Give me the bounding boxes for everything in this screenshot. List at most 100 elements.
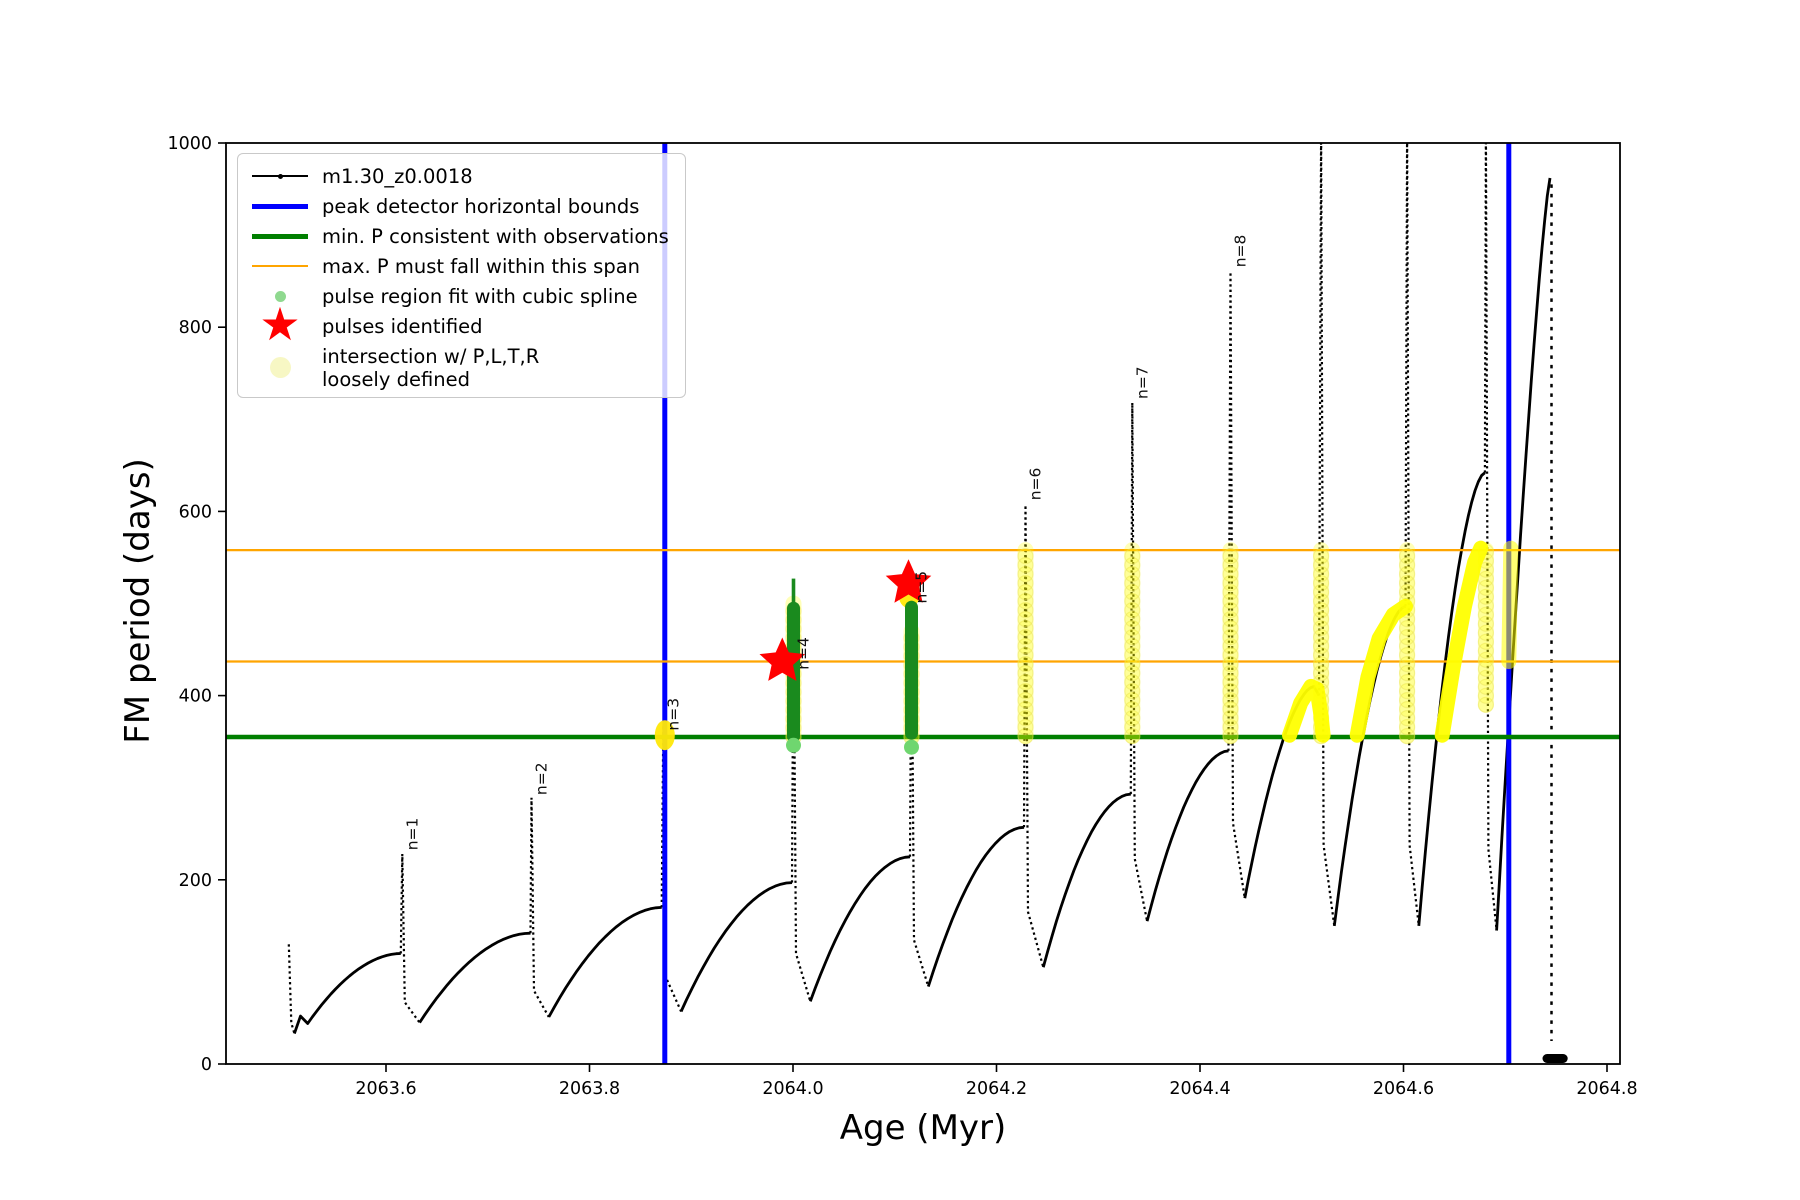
intersection-dot [1017, 619, 1034, 637]
intersection-dot [1222, 583, 1239, 601]
intersection-dot [1017, 664, 1034, 682]
intersection-dot [1017, 574, 1034, 592]
x-axis-label: Age (Myr) [839, 1108, 1007, 1148]
intersection-dot [1477, 687, 1495, 704]
intersection-dot [1398, 727, 1416, 745]
intersection-dot [1477, 696, 1495, 713]
intersection-dot [1312, 655, 1330, 673]
intersection-dot [1312, 637, 1330, 655]
intersection-dot [1398, 637, 1416, 655]
x-tick-label: 2063.8 [559, 1079, 620, 1099]
legend-item: min. P consistent with observations [251, 221, 679, 251]
intersection-dot [1312, 610, 1330, 628]
intersection-dot [1124, 655, 1141, 673]
intersection-dot [1222, 718, 1239, 736]
y-axis-label: FM period (days) [118, 458, 158, 744]
pulse-label: n=6 [1027, 468, 1045, 501]
intersection-dot [1222, 556, 1239, 574]
intersection-dot [1222, 664, 1239, 682]
intersection-dot [1222, 709, 1239, 727]
intersection-dot [1477, 660, 1495, 677]
intersection-dot [1477, 597, 1495, 614]
intersection-dot [1124, 628, 1141, 646]
intersection-dot [1398, 655, 1416, 673]
intersection-dot [1398, 556, 1416, 574]
intersection-dot [1222, 646, 1239, 664]
intersection-dot [1017, 547, 1034, 565]
intersection-dot [1312, 664, 1330, 682]
intersection-dot [1124, 592, 1141, 610]
intersection-arc [1282, 678, 1331, 743]
intersection-dot [1124, 637, 1141, 655]
intersection-dot [1312, 619, 1330, 637]
intersection-dot [1124, 583, 1141, 601]
intersection-dot [1017, 691, 1034, 709]
intersection-dot [1017, 556, 1034, 574]
intersection-dot [1017, 673, 1034, 691]
intersection-dot [1124, 601, 1141, 619]
dot-large-icon [251, 357, 309, 378]
intersection-dot [1124, 709, 1141, 727]
intersection-dot [1124, 556, 1141, 574]
intersection-dot [1312, 574, 1330, 592]
intersection-dot [1477, 579, 1495, 596]
pulse-label: n=7 [1133, 366, 1151, 399]
intersection-dot [1477, 624, 1495, 641]
intersection-dot [1222, 682, 1239, 700]
intersection-arc [1349, 598, 1413, 743]
intersection-dot [1124, 574, 1141, 592]
intersection-dot [1222, 592, 1239, 610]
y-tick-label: 200 [179, 871, 212, 891]
intersection-dot [1017, 727, 1034, 745]
intersection-dot [1124, 673, 1141, 691]
intersection-dot [1477, 615, 1495, 632]
star-marker: ★ [259, 297, 301, 351]
intersection-dot [1124, 664, 1141, 682]
intersection-dot [1124, 682, 1141, 700]
legend-item: m1.30_z0.0018 [251, 161, 679, 191]
intersection-dot [1124, 646, 1141, 664]
pulse-star [885, 559, 932, 603]
intersection-dot [1398, 628, 1416, 646]
legend-item: intersection w/ P,L,T,R loosely defined [251, 341, 679, 394]
legend-item: pulse region fit with cubic spline [251, 281, 679, 311]
intersection-dot [1312, 547, 1330, 565]
thin-line-marker [252, 264, 308, 268]
legend-item-label: intersection w/ P,L,T,R loosely defined [322, 344, 540, 391]
intersection-dot [1477, 588, 1495, 605]
legend-item: peak detector horizontal bounds [251, 191, 679, 221]
pulse-star [759, 637, 806, 681]
x-tick-label: 2064.2 [966, 1079, 1027, 1099]
spline-fit-dot [786, 737, 801, 753]
spline-fit-dot [904, 739, 919, 755]
intersection-dot [1222, 619, 1239, 637]
intersection-dot [1017, 637, 1034, 655]
intersection-dot [1312, 646, 1330, 664]
intersection-dot [1017, 700, 1034, 718]
pulse-label: n=2 [533, 762, 551, 795]
intersection-dot [1398, 709, 1416, 727]
star-icon: ★ [251, 297, 309, 351]
intersection-dot [1222, 547, 1239, 565]
legend: m1.30_z0.0018 peak detector horizontal bo… [237, 153, 686, 398]
intersection-dot [1017, 592, 1034, 610]
y-tick-label: 1000 [167, 134, 212, 154]
legend-item-label: pulses identified [322, 314, 483, 338]
intersection-dot [1124, 718, 1141, 736]
intersection-dot [1312, 583, 1330, 601]
intersection-dot [1222, 655, 1239, 673]
intersection-dot [1124, 727, 1141, 745]
pulse-label: n=4 [795, 637, 813, 670]
axis-frame [225, 142, 1621, 1065]
thick-line-icon [251, 203, 309, 209]
y-tick-label: 800 [179, 318, 212, 338]
intersection-dot [1398, 574, 1416, 592]
intersection-dot [1222, 565, 1239, 583]
pulse-label: n=5 [913, 571, 931, 604]
x-tick-label: 2063.6 [355, 1079, 416, 1099]
intersection-dot [1398, 646, 1416, 664]
intersection-dot [1312, 592, 1330, 610]
intersection-dot [1124, 619, 1141, 637]
